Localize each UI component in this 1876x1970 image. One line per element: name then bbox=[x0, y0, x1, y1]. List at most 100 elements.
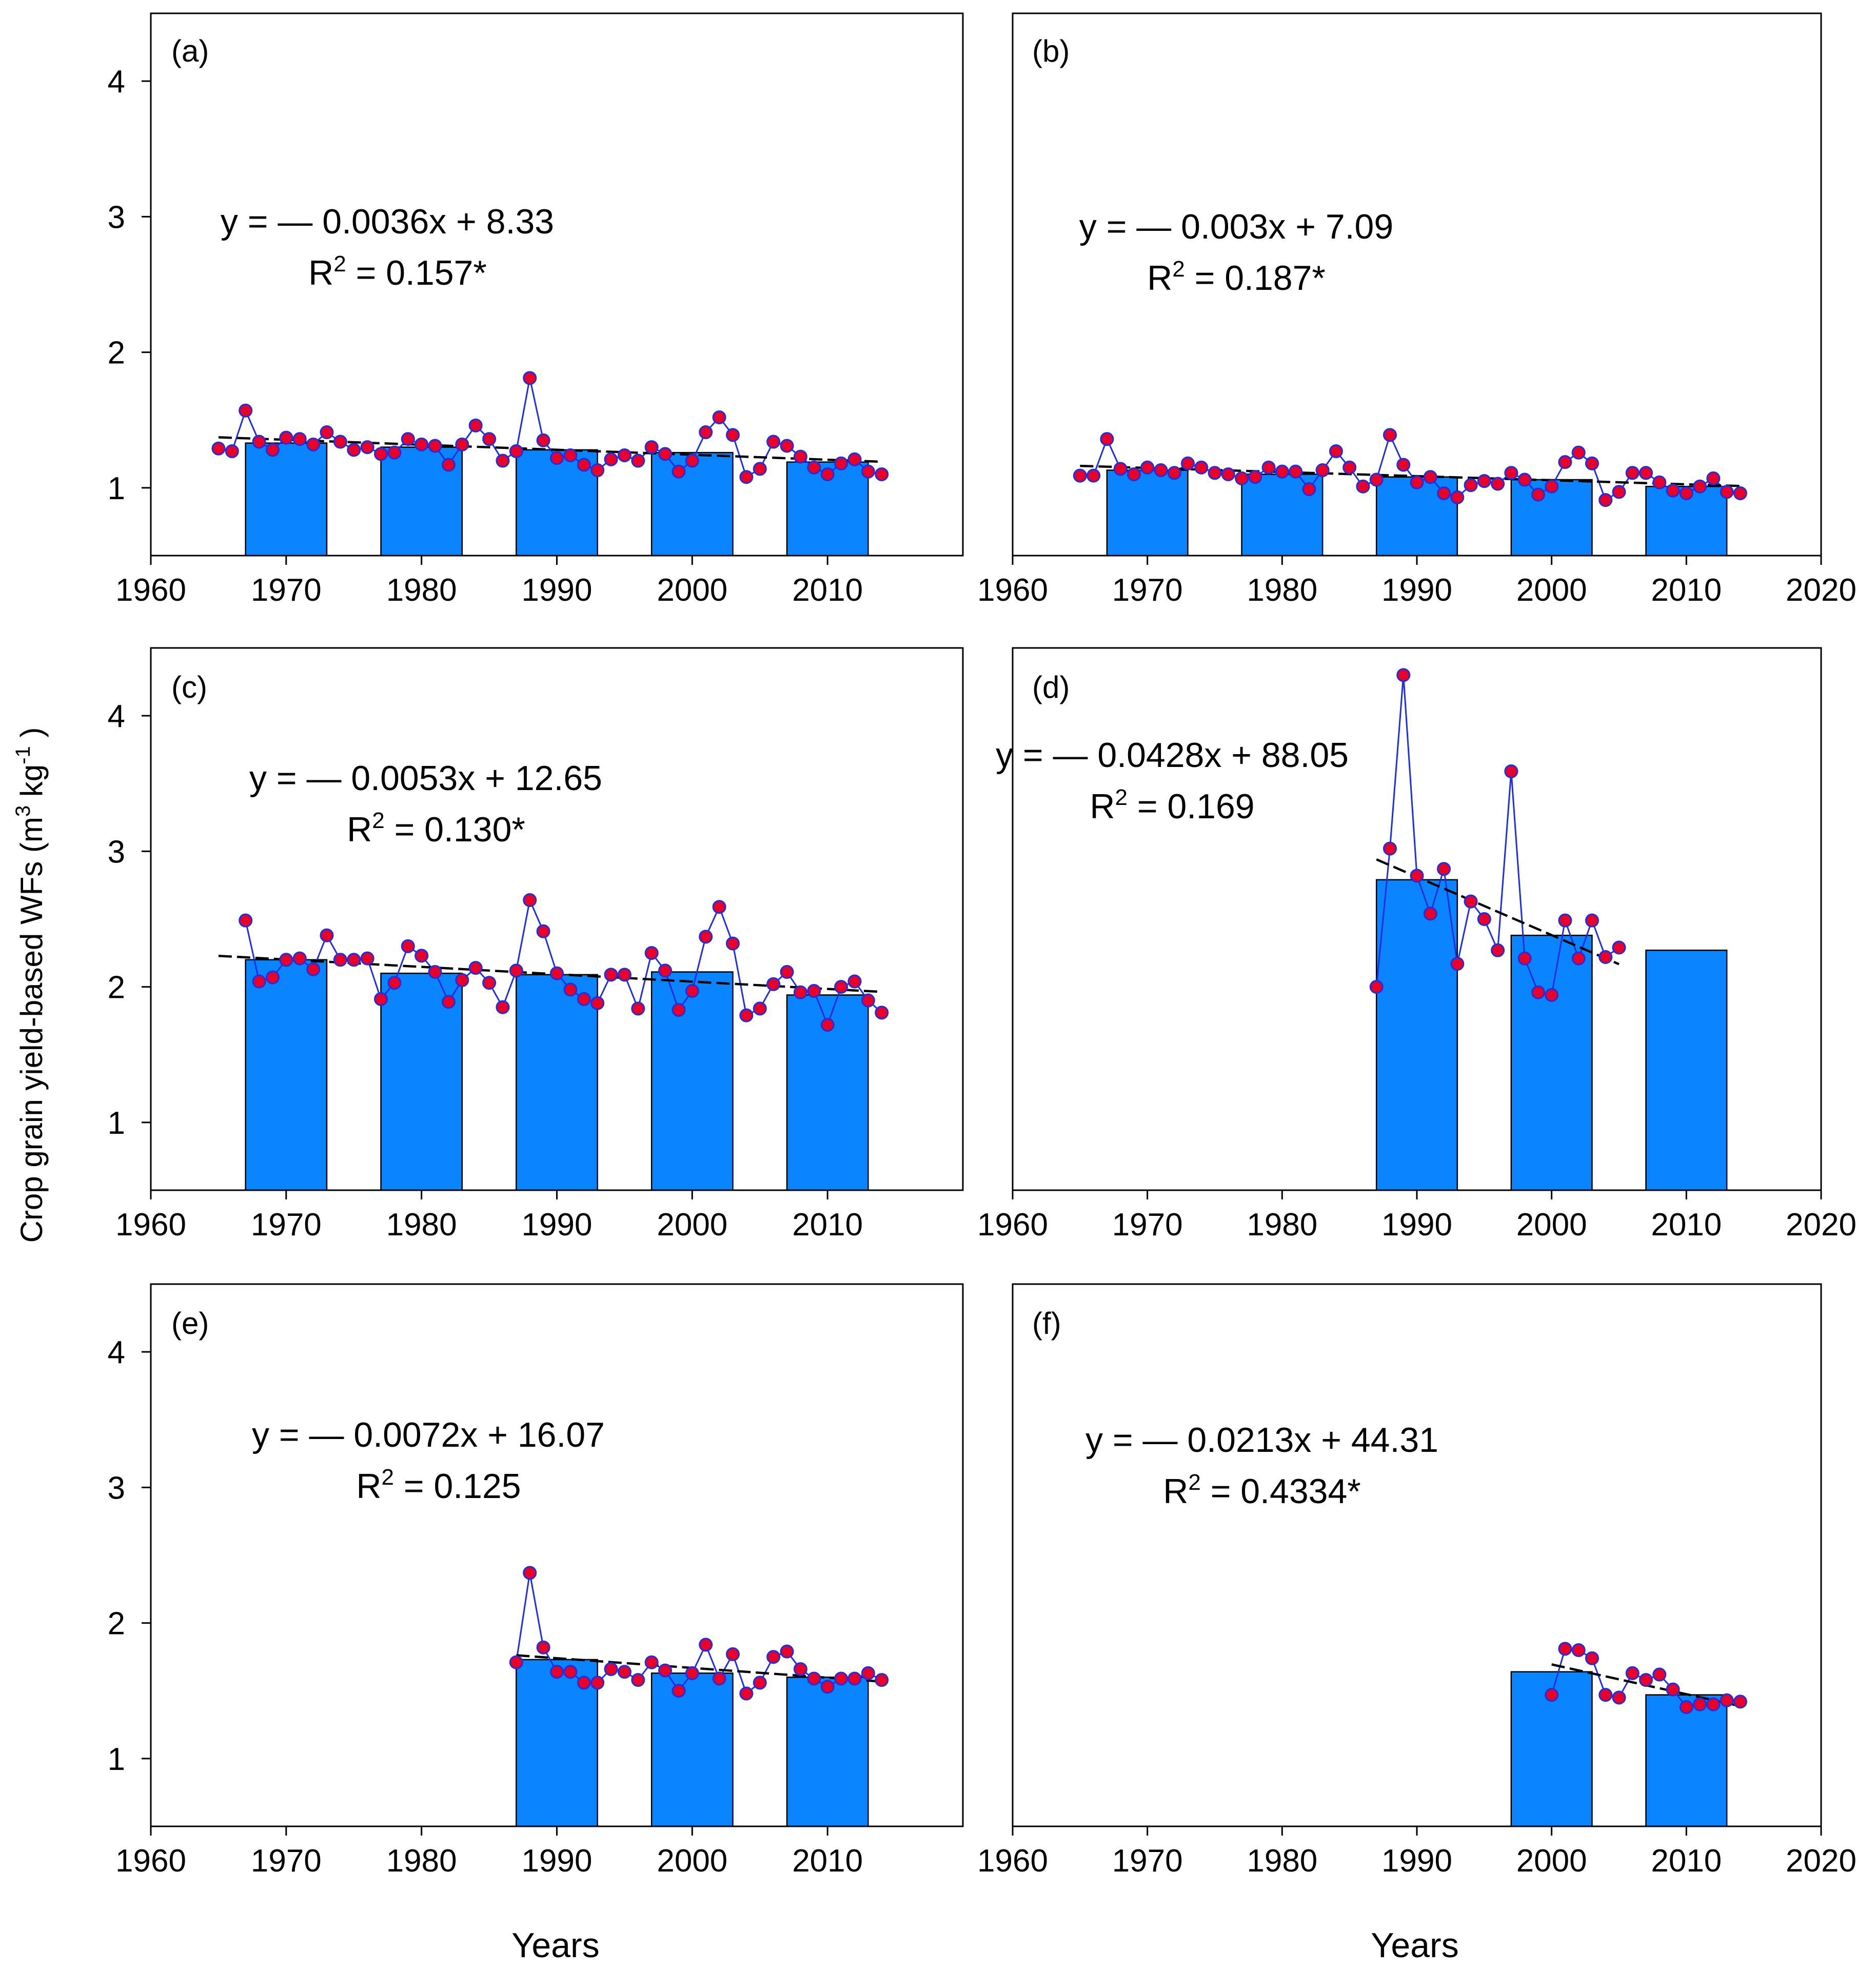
r-squared-f: R2 = 0.4334* bbox=[1163, 1470, 1361, 1511]
point-a-1975 bbox=[347, 443, 361, 457]
point-c-1977 bbox=[374, 992, 388, 1006]
point-a-1991 bbox=[563, 448, 578, 462]
point-b-2003 bbox=[1585, 456, 1599, 470]
point-a-1980 bbox=[414, 437, 429, 451]
xtick-label-a-1980: 1980 bbox=[386, 573, 457, 608]
point-a-1998 bbox=[658, 447, 673, 461]
r-exponent-f: 2 bbox=[1188, 1470, 1200, 1495]
point-d-1998 bbox=[1517, 951, 1532, 966]
point-a-2002 bbox=[712, 410, 726, 424]
bar-d-2010 bbox=[1645, 950, 1728, 1191]
x-axis-title-right: Years bbox=[1371, 1926, 1458, 1965]
r-exponent-c: 2 bbox=[372, 808, 384, 833]
point-b-2002 bbox=[1571, 445, 1586, 460]
xtick-label-b-2000: 2000 bbox=[1516, 573, 1587, 608]
point-e-1994 bbox=[604, 1662, 618, 1676]
point-c-2013 bbox=[861, 993, 875, 1008]
point-d-1990 bbox=[1410, 869, 1424, 883]
xtick-label-b-1990: 1990 bbox=[1381, 573, 1452, 608]
point-f-2009 bbox=[1666, 1682, 1680, 1697]
point-d-1987 bbox=[1369, 980, 1384, 994]
point-a-2010 bbox=[820, 467, 835, 481]
point-b-1984 bbox=[1329, 444, 1343, 459]
point-b-1979 bbox=[1261, 460, 1276, 475]
point-b-1999 bbox=[1531, 487, 1545, 502]
panel-e: 1960 1970 1980 1990 2000 2010 1 2 3 4 (e) y = — 0.0… bbox=[108, 1283, 964, 1879]
ytick-label-c-3: 3 bbox=[108, 834, 125, 870]
xtick-label-a-2000: 2000 bbox=[657, 573, 727, 608]
bar-d-1990 bbox=[1375, 879, 1458, 1191]
point-d-1997 bbox=[1504, 764, 1518, 778]
point-b-1966 bbox=[1087, 468, 1101, 483]
point-a-1970 bbox=[279, 430, 293, 445]
point-b-2006 bbox=[1625, 466, 1640, 480]
point-b-2011 bbox=[1693, 479, 1707, 494]
panel-label-c: (c) bbox=[171, 670, 207, 704]
point-b-1998 bbox=[1517, 472, 1532, 487]
point-e-2009 bbox=[807, 1671, 821, 1686]
r-symbol-b: R bbox=[1147, 259, 1172, 298]
point-b-1970 bbox=[1140, 460, 1155, 475]
point-c-1973 bbox=[320, 928, 334, 942]
point-c-1972 bbox=[306, 962, 321, 976]
point-b-1995 bbox=[1477, 474, 1491, 488]
xtick-label-d-2020: 2020 bbox=[1786, 1207, 1857, 1243]
point-c-1998 bbox=[658, 963, 673, 978]
point-d-1989 bbox=[1396, 668, 1411, 682]
point-b-2012 bbox=[1706, 471, 1721, 485]
point-c-1991 bbox=[563, 982, 578, 997]
point-e-2012 bbox=[847, 1671, 862, 1686]
point-b-1987 bbox=[1369, 472, 1384, 487]
point-a-1981 bbox=[428, 439, 442, 453]
r-symbol-c: R bbox=[347, 810, 372, 849]
r-squared-c: R2 = 0.130* bbox=[347, 808, 525, 849]
point-e-2010 bbox=[820, 1680, 835, 1694]
point-b-2000 bbox=[1545, 479, 1559, 494]
point-d-1994 bbox=[1464, 894, 1478, 909]
point-d-1996 bbox=[1491, 943, 1505, 957]
r-exponent-d: 2 bbox=[1115, 785, 1127, 810]
equation-e: y = — 0.0072x + 16.07 bbox=[252, 1415, 605, 1454]
panel-label-a: (a) bbox=[171, 34, 209, 68]
r-value-a: = 0.157* bbox=[346, 253, 487, 292]
point-a-1983 bbox=[455, 437, 469, 451]
point-d-1988 bbox=[1383, 841, 1397, 856]
point-e-2006 bbox=[766, 1650, 781, 1664]
xtick-label-a-1970: 1970 bbox=[251, 573, 322, 608]
point-f-2001 bbox=[1558, 1642, 1572, 1656]
point-e-2013 bbox=[861, 1666, 875, 1680]
point-b-1996 bbox=[1491, 477, 1505, 491]
xtick-label-f-2000: 2000 bbox=[1516, 1843, 1587, 1879]
point-c-1994 bbox=[604, 968, 618, 982]
point-c-1985 bbox=[482, 976, 497, 990]
r-symbol-d: R bbox=[1090, 787, 1115, 826]
xtick-label-d-2000: 2000 bbox=[1516, 1207, 1587, 1243]
point-b-1980 bbox=[1275, 464, 1289, 479]
point-a-2007 bbox=[780, 439, 794, 453]
point-a-2006 bbox=[766, 435, 781, 449]
point-c-1969 bbox=[265, 970, 280, 984]
r-symbol-e: R bbox=[356, 1467, 381, 1506]
point-c-1995 bbox=[617, 968, 631, 982]
point-b-1988 bbox=[1383, 428, 1397, 442]
point-e-1997 bbox=[644, 1655, 659, 1669]
point-a-1971 bbox=[292, 432, 307, 446]
point-d-1992 bbox=[1437, 862, 1451, 876]
point-e-2007 bbox=[780, 1644, 794, 1659]
point-b-1997 bbox=[1504, 466, 1518, 480]
xtick-label-d-2010: 2010 bbox=[1651, 1207, 1722, 1243]
bar-e-2000 bbox=[650, 1672, 734, 1827]
point-c-1989 bbox=[536, 924, 550, 938]
point-c-2003 bbox=[725, 936, 740, 951]
point-e-2011 bbox=[834, 1671, 848, 1686]
point-a-1992 bbox=[577, 458, 591, 472]
point-c-2007 bbox=[780, 965, 794, 979]
point-a-1985 bbox=[482, 432, 497, 446]
point-c-2004 bbox=[739, 1008, 754, 1022]
xtick-label-e-1990: 1990 bbox=[522, 1843, 593, 1879]
r-value-d: = 0.169 bbox=[1128, 787, 1255, 826]
ytick-label-a-1: 1 bbox=[108, 471, 125, 506]
point-f-2004 bbox=[1598, 1688, 1613, 1702]
point-b-1994 bbox=[1464, 478, 1478, 493]
point-a-1993 bbox=[590, 463, 605, 478]
